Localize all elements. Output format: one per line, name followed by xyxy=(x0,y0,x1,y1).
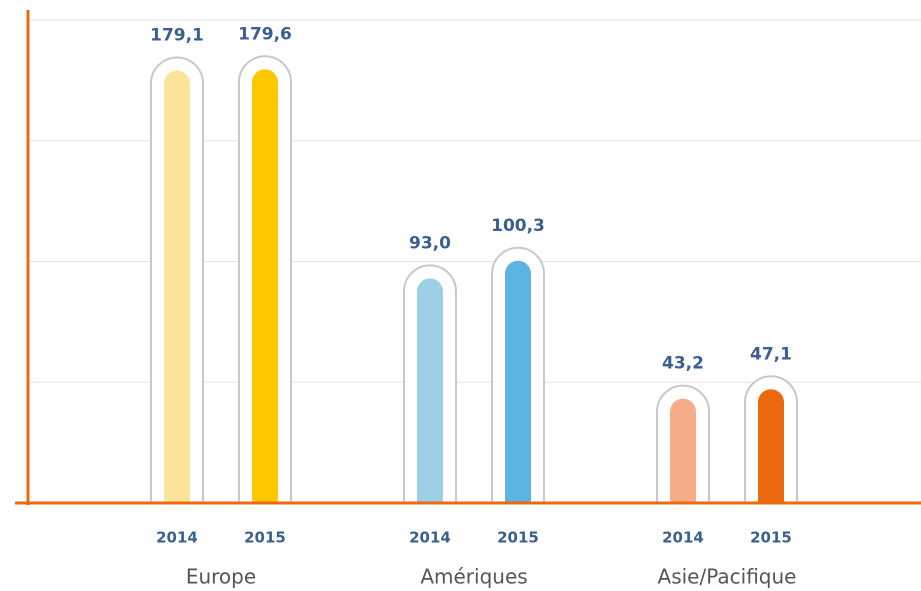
bar xyxy=(505,260,531,503)
bar xyxy=(252,69,278,504)
bar xyxy=(164,70,190,503)
bar xyxy=(758,389,784,503)
value-label: 179,6 xyxy=(238,24,292,44)
bar xyxy=(417,278,443,503)
series-label: 2015 xyxy=(497,529,539,547)
series-label: 2014 xyxy=(409,529,451,547)
bar xyxy=(670,398,696,503)
value-label: 179,1 xyxy=(150,25,204,45)
series-label: 2014 xyxy=(662,529,704,547)
category-label: Europe xyxy=(186,565,256,589)
category-label: Asie/Pacifique xyxy=(658,565,797,589)
value-label: 93,0 xyxy=(409,233,451,253)
category-label: Amériques xyxy=(420,565,527,589)
value-label: 100,3 xyxy=(491,216,545,236)
value-label: 43,2 xyxy=(662,354,704,374)
series-label: 2014 xyxy=(156,529,198,547)
value-label: 47,1 xyxy=(750,344,792,364)
series-label: 2015 xyxy=(244,529,286,547)
series-label: 2015 xyxy=(750,529,792,547)
